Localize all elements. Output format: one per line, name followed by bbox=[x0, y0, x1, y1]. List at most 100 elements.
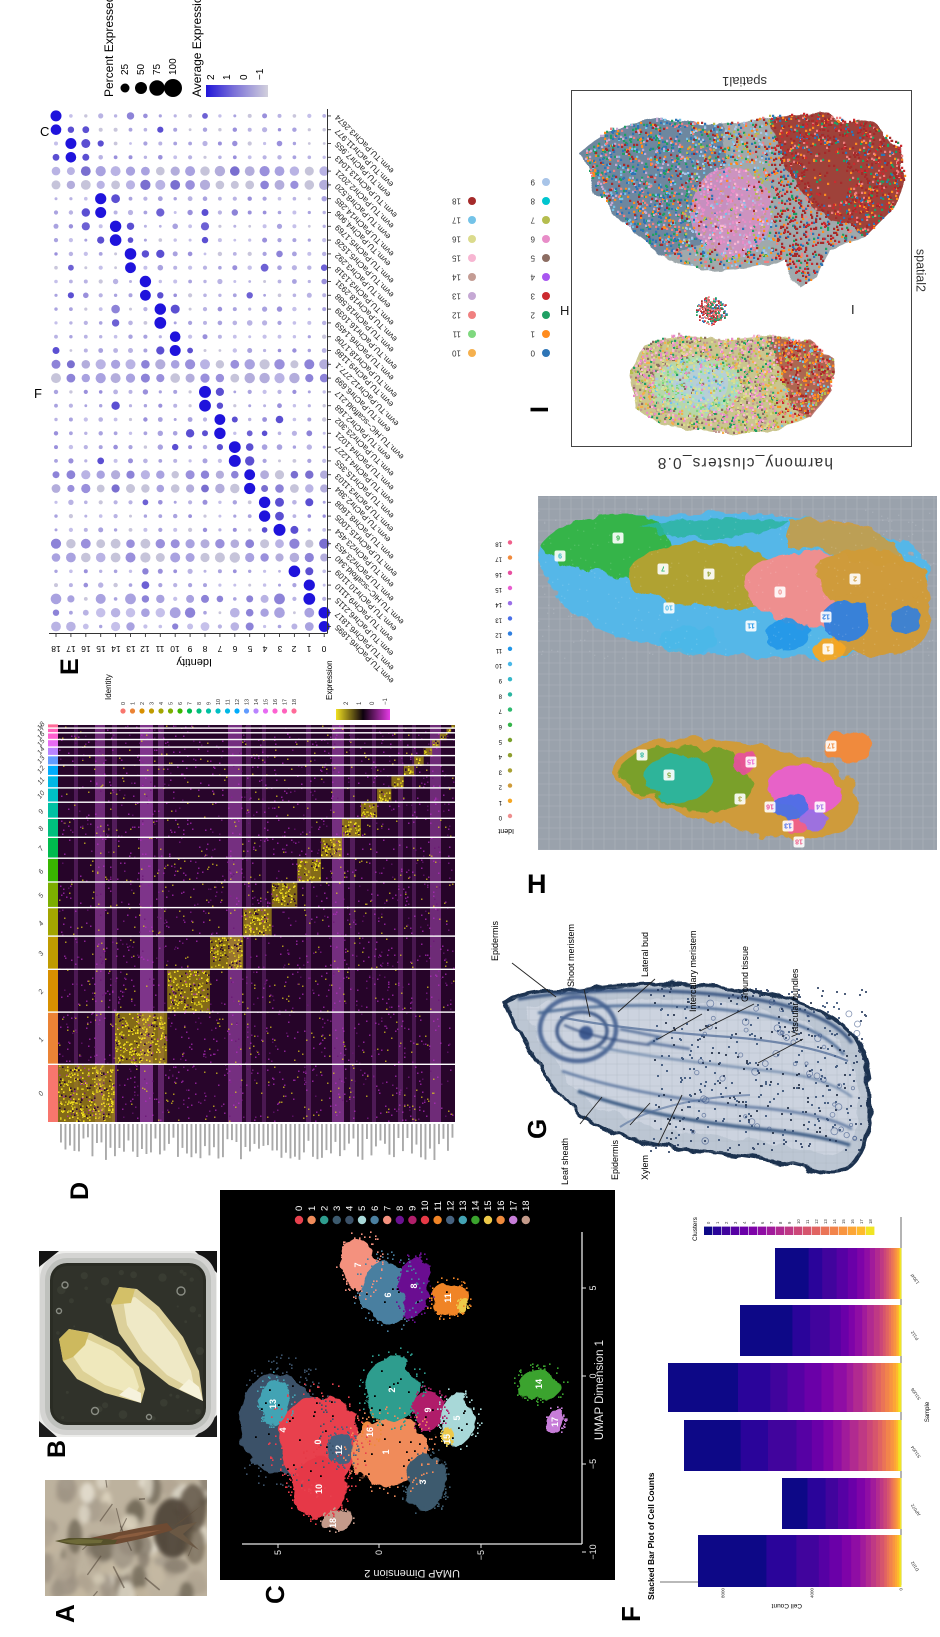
svg-text:7: 7 bbox=[498, 708, 502, 714]
svg-text:0: 0 bbox=[498, 814, 502, 820]
svg-text:18: 18 bbox=[521, 1200, 532, 1211]
svg-text:12: 12 bbox=[822, 613, 830, 620]
svg-text:8: 8 bbox=[395, 1206, 406, 1211]
svg-text:3: 3 bbox=[418, 1479, 428, 1484]
svg-text:5: 5 bbox=[667, 771, 671, 778]
svg-text:1: 1 bbox=[357, 701, 363, 705]
svg-text:13: 13 bbox=[458, 1200, 469, 1211]
svg-text:7: 7 bbox=[353, 1262, 363, 1267]
svg-text:P112: P112 bbox=[909, 1330, 919, 1342]
svg-text:5: 5 bbox=[169, 702, 175, 705]
svg-text:9: 9 bbox=[408, 1206, 419, 1211]
svg-text:3: 3 bbox=[498, 768, 502, 774]
svg-text:5: 5 bbox=[751, 1221, 756, 1224]
svg-text:Sample: Sample bbox=[925, 1401, 931, 1422]
svg-text:16: 16 bbox=[496, 1200, 507, 1211]
svg-text:0: 0 bbox=[899, 1588, 904, 1591]
svg-text:9: 9 bbox=[787, 1221, 792, 1224]
svg-text:10: 10 bbox=[452, 349, 461, 358]
svg-text:4: 4 bbox=[530, 273, 535, 282]
svg-text:1: 1 bbox=[307, 1206, 318, 1211]
svg-text:11: 11 bbox=[747, 622, 755, 629]
svg-text:17: 17 bbox=[827, 742, 835, 749]
svg-text:1: 1 bbox=[131, 702, 137, 705]
svg-text:4: 4 bbox=[498, 753, 502, 759]
svg-text:7: 7 bbox=[188, 702, 194, 705]
svg-text:0: 0 bbox=[239, 74, 250, 80]
svg-text:15: 15 bbox=[264, 699, 270, 705]
svg-text:3: 3 bbox=[332, 1206, 343, 1211]
svg-text:3: 3 bbox=[530, 292, 535, 301]
svg-text:3: 3 bbox=[733, 1221, 738, 1224]
svg-text:10: 10 bbox=[420, 1200, 431, 1211]
svg-text:2: 2 bbox=[344, 701, 350, 705]
svg-text:9: 9 bbox=[423, 1407, 433, 1412]
svg-text:4: 4 bbox=[159, 702, 165, 705]
svg-text:14: 14 bbox=[534, 1379, 544, 1389]
svg-text:14: 14 bbox=[471, 1200, 482, 1211]
svg-text:18: 18 bbox=[495, 540, 502, 546]
svg-text:18: 18 bbox=[452, 197, 461, 206]
svg-text:9: 9 bbox=[207, 702, 213, 705]
svg-text:9: 9 bbox=[530, 178, 535, 187]
svg-text:8000: 8000 bbox=[721, 1588, 726, 1599]
svg-text:11: 11 bbox=[805, 1219, 810, 1224]
svg-text:2: 2 bbox=[530, 311, 535, 320]
svg-text:3: 3 bbox=[150, 702, 156, 705]
svg-text:6: 6 bbox=[178, 702, 184, 705]
svg-text:8: 8 bbox=[530, 197, 535, 206]
svg-text:1: 1 bbox=[826, 645, 830, 652]
svg-text:13: 13 bbox=[268, 1399, 278, 1409]
svg-text:8: 8 bbox=[197, 702, 203, 705]
svg-text:6: 6 bbox=[616, 534, 620, 541]
svg-text:4: 4 bbox=[742, 1221, 747, 1224]
svg-text:4: 4 bbox=[345, 1206, 356, 1211]
svg-text:16: 16 bbox=[273, 699, 279, 705]
svg-text:9: 9 bbox=[558, 552, 562, 559]
svg-text:7: 7 bbox=[769, 1221, 774, 1224]
svg-text:14: 14 bbox=[832, 1219, 837, 1224]
svg-text:3: 3 bbox=[738, 795, 742, 802]
svg-text:0: 0 bbox=[313, 1439, 323, 1444]
svg-text:D102: D102 bbox=[909, 1560, 920, 1572]
svg-text:7: 7 bbox=[382, 1206, 393, 1211]
svg-text:15: 15 bbox=[841, 1219, 846, 1224]
svg-text:14: 14 bbox=[254, 699, 260, 705]
svg-text:−1: −1 bbox=[255, 68, 266, 80]
svg-text:1: 1 bbox=[530, 330, 535, 339]
svg-text:4: 4 bbox=[278, 1427, 288, 1432]
svg-text:0: 0 bbox=[530, 349, 535, 358]
svg-text:16: 16 bbox=[365, 1427, 375, 1437]
svg-text:10: 10 bbox=[495, 662, 502, 668]
svg-text:12: 12 bbox=[334, 1445, 344, 1455]
svg-text:1304f: 1304f bbox=[909, 1272, 920, 1285]
svg-text:1: 1 bbox=[381, 1449, 391, 1454]
svg-text:25: 25 bbox=[120, 63, 131, 75]
svg-text:13: 13 bbox=[452, 292, 461, 301]
svg-text:S1U04: S1U04 bbox=[909, 1445, 921, 1460]
svg-text:7: 7 bbox=[530, 216, 535, 225]
svg-text:4: 4 bbox=[707, 570, 711, 577]
svg-text:15: 15 bbox=[442, 1434, 452, 1444]
svg-text:2: 2 bbox=[140, 702, 146, 705]
svg-text:75: 75 bbox=[152, 63, 163, 75]
svg-text:2: 2 bbox=[387, 1387, 397, 1392]
svg-text:17: 17 bbox=[859, 1219, 864, 1224]
svg-text:6: 6 bbox=[383, 1292, 393, 1297]
svg-text:5: 5 bbox=[452, 1415, 462, 1420]
svg-text:10: 10 bbox=[314, 1484, 324, 1494]
svg-text:S1U06: S1U06 bbox=[909, 1387, 921, 1402]
svg-text:13: 13 bbox=[784, 822, 792, 829]
svg-text:0: 0 bbox=[370, 701, 376, 705]
svg-text:14: 14 bbox=[816, 803, 824, 810]
svg-text:17: 17 bbox=[283, 699, 289, 705]
svg-text:17: 17 bbox=[508, 1200, 519, 1211]
svg-text:−1: −1 bbox=[383, 697, 389, 705]
svg-text:6: 6 bbox=[760, 1221, 765, 1224]
svg-text:11: 11 bbox=[226, 699, 232, 705]
svg-text:2: 2 bbox=[724, 1221, 729, 1224]
svg-text:1: 1 bbox=[498, 799, 502, 805]
svg-text:8: 8 bbox=[640, 751, 644, 758]
svg-text:16: 16 bbox=[452, 235, 461, 244]
svg-text:10: 10 bbox=[796, 1219, 801, 1224]
